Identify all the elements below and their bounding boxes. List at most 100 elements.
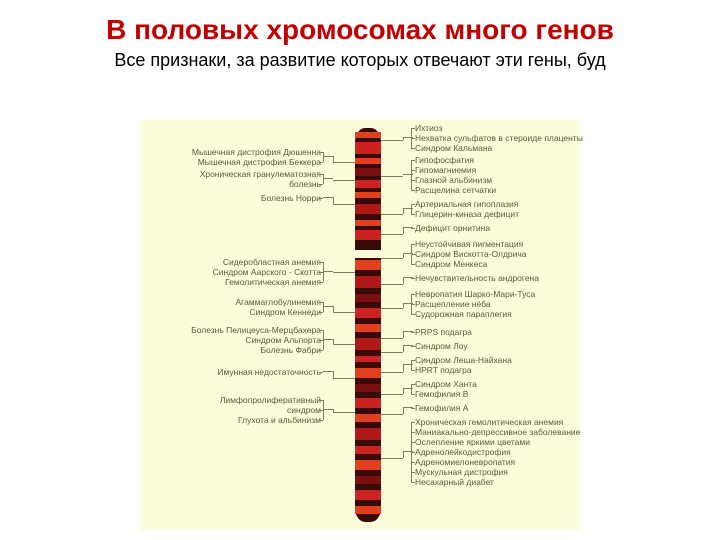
- leader-line: [319, 350, 323, 351]
- leader-line: [319, 282, 323, 283]
- chromosome-band: [355, 384, 381, 392]
- leader-line: [411, 244, 412, 264]
- leader-line: [323, 306, 333, 307]
- leader-line: [333, 272, 355, 273]
- leader-line: [411, 482, 415, 483]
- leader-line: [403, 277, 404, 284]
- leader-line: [381, 214, 403, 215]
- chromosome-band: [355, 308, 381, 318]
- slide-subtitle: Все признаки, за развитие которых отвеча…: [0, 46, 720, 72]
- leader-line: [411, 360, 412, 370]
- leader-line: [323, 156, 333, 157]
- leader-line: [323, 409, 333, 410]
- gene-label-right: Судорожная параплегия: [415, 310, 512, 320]
- leader-line: [411, 160, 412, 190]
- gene-label-right: Гемофилия В: [415, 390, 468, 400]
- leader-line: [411, 346, 415, 347]
- chromosome-band: [355, 142, 381, 154]
- leader-line: [403, 345, 404, 352]
- chromosome-band: [355, 324, 381, 332]
- slide-title: В половых хромосомах много генов: [0, 0, 720, 46]
- leader-line: [411, 408, 415, 409]
- chromosome-band: [355, 260, 381, 270]
- leader-line: [411, 278, 415, 279]
- leader-line: [333, 371, 334, 378]
- leader-line: [403, 253, 404, 258]
- leader-line: [403, 364, 404, 372]
- leader-line: [333, 204, 355, 205]
- gene-label-left: Глухота и альбинизм: [238, 416, 321, 426]
- leader-line: [411, 264, 415, 265]
- chromosome-band: [355, 490, 381, 500]
- leader-line: [323, 330, 324, 350]
- gene-label-right: Нечувствительность андрогена: [415, 274, 539, 284]
- chromosome-band: [355, 506, 381, 514]
- leader-line: [411, 228, 415, 229]
- leader-line: [333, 162, 355, 163]
- chromosome-band: [355, 158, 381, 164]
- leader-line: [333, 197, 334, 204]
- chromosome-band: [355, 204, 381, 214]
- gene-label-left: Синдром Кеннеди: [249, 308, 321, 318]
- leader-line: [333, 412, 355, 413]
- leader-line: [323, 262, 324, 282]
- leader-line: [403, 388, 404, 394]
- chromosome-band: [355, 132, 381, 138]
- leader-line: [411, 148, 415, 149]
- chromosome-band: [355, 460, 381, 470]
- leader-line: [403, 227, 404, 234]
- x-chromosome: [355, 128, 381, 522]
- chromosome-band: [355, 368, 381, 378]
- chromosome-band: [355, 446, 381, 454]
- leader-line: [323, 400, 324, 420]
- leader-line: [403, 137, 404, 140]
- chromosome-band: [355, 414, 381, 422]
- gene-label-left: Гемолитическая анемия: [225, 278, 321, 288]
- leader-line: [323, 271, 333, 272]
- leader-line: [323, 197, 333, 198]
- leader-line: [333, 378, 355, 379]
- chromosome-band: [355, 428, 381, 440]
- leader-line: [411, 314, 415, 315]
- chromosome-diagram: Мышечная дистрофия ДюшеннаМышечная дистр…: [140, 120, 580, 530]
- leader-line: [403, 331, 404, 338]
- chromosome-band: [355, 476, 381, 484]
- gene-label-right: HPRT подагра: [415, 366, 472, 376]
- gene-label-left: Мышечная дистрофия Беккера: [198, 158, 321, 168]
- leader-line: [381, 352, 403, 353]
- gene-label-right: Несахарный диабет: [415, 478, 494, 488]
- leader-line: [323, 339, 333, 340]
- leader-line: [381, 394, 403, 395]
- leader-line: [319, 184, 323, 185]
- gene-label-right: PRPS подагра: [415, 328, 472, 338]
- leader-line: [381, 308, 403, 309]
- chromosome-band: [355, 294, 381, 302]
- leader-line: [381, 140, 403, 141]
- chromosome-band: [355, 398, 381, 408]
- leader-line: [411, 422, 412, 482]
- leader-line: [403, 407, 404, 414]
- leader-line: [333, 312, 355, 313]
- leader-line: [381, 414, 403, 415]
- leader-line: [411, 294, 412, 314]
- leader-line: [323, 178, 333, 179]
- leader-line: [333, 180, 355, 181]
- leader-line: [403, 303, 404, 308]
- leader-line: [411, 128, 412, 148]
- leader-line: [323, 371, 333, 372]
- chromosome-band: [355, 356, 381, 362]
- gene-label-right: Синдром Лоу: [415, 342, 468, 352]
- leader-line: [411, 214, 415, 215]
- leader-line: [411, 204, 412, 214]
- leader-line: [411, 370, 415, 371]
- gene-label-left: Болезнь Фабри: [260, 346, 321, 356]
- chromosome-band: [355, 192, 381, 198]
- leader-line: [403, 208, 404, 214]
- leader-line: [411, 384, 412, 394]
- chromosome-band: [355, 180, 381, 188]
- leader-line: [319, 312, 323, 313]
- leader-line: [333, 344, 355, 345]
- leader-line: [319, 372, 323, 373]
- leader-line: [381, 176, 403, 177]
- chromosome-band: [355, 276, 381, 288]
